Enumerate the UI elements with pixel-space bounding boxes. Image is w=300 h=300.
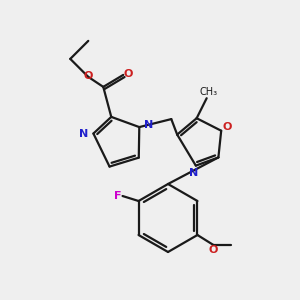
Text: O: O	[223, 122, 232, 132]
Text: O: O	[209, 245, 218, 255]
Text: O: O	[124, 69, 133, 79]
Text: N: N	[79, 128, 88, 139]
Text: N: N	[144, 120, 154, 130]
Text: CH₃: CH₃	[200, 87, 218, 97]
Text: F: F	[114, 191, 121, 201]
Text: O: O	[84, 71, 93, 81]
Text: N: N	[189, 168, 199, 178]
